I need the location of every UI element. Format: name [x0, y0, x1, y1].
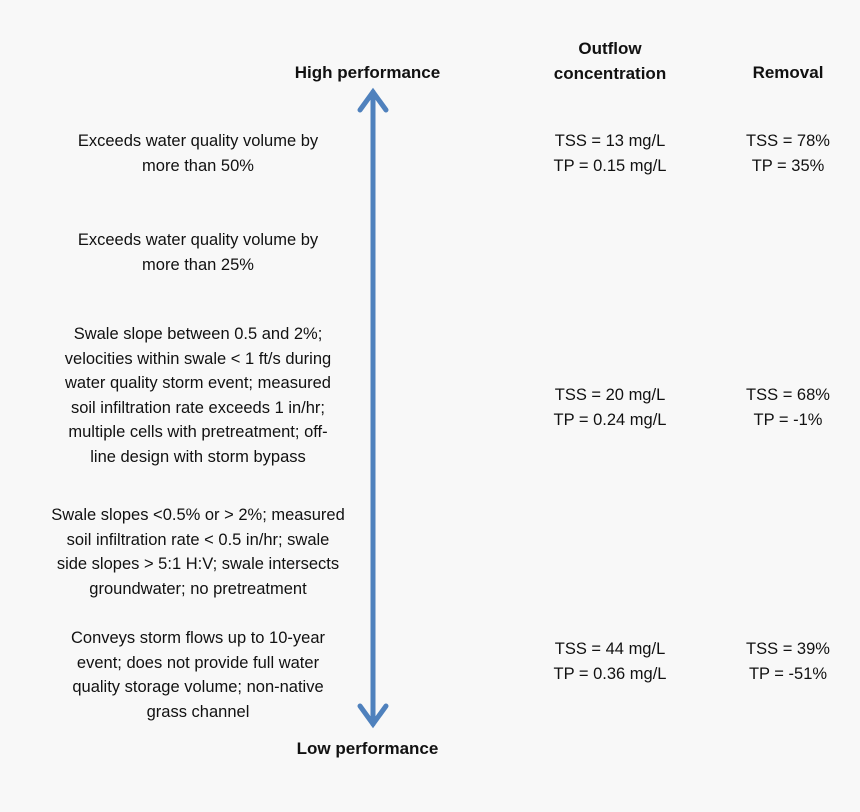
outflow-tss: TSS = 20 mg/L	[554, 386, 666, 404]
removal-tss: TSS = 68%	[746, 386, 830, 404]
desc-line: velocities within swale < 1 ft/s during	[64, 349, 332, 368]
performance-double-arrow	[357, 87, 389, 729]
removal-tss: TSS = 39%	[746, 640, 830, 658]
row-3-description: Swale slope between 0.5 and 2%; velociti…	[18, 322, 378, 469]
desc-line: quality storage volume; non-native	[72, 678, 324, 696]
row-3-removal: TSS = 68% TP = -1%	[718, 383, 858, 432]
desc-line: Exceeds water quality volume by	[77, 132, 319, 150]
outflow-header-line1: Outflow	[578, 39, 642, 58]
row-3-outflow: TSS = 20 mg/L TP = 0.24 mg/L	[520, 383, 700, 432]
desc-line: multiple cells with pretreatment; off-	[68, 423, 328, 441]
desc-line: water quality storm event; measured	[65, 374, 331, 392]
desc-line: groundwater; no pretreatment	[89, 579, 307, 598]
outflow-tss: TSS = 13 mg/L	[554, 132, 666, 150]
desc-line: more than 25%	[142, 255, 254, 274]
removal-tp: TP = -1%	[753, 410, 823, 429]
removal-header: Removal	[752, 63, 824, 82]
row-1-removal: TSS = 78% TP = 35%	[718, 129, 858, 178]
desc-line: Swale slope between 0.5 and 2%;	[73, 325, 323, 343]
high-performance-label: High performance	[294, 63, 441, 82]
outflow-header: Outflow concentration	[520, 36, 700, 86]
desc-line: more than 50%	[142, 156, 254, 175]
desc-line: soil infiltration rate exceeds 1 in/hr;	[70, 398, 326, 417]
desc-line: side slopes > 5:1 H:V; swale intersects	[56, 555, 340, 573]
outflow-tp: TP = 0.15 mg/L	[553, 156, 667, 175]
row-5-removal: TSS = 39% TP = -51%	[718, 637, 858, 686]
outflow-header-line2: concentration	[553, 64, 667, 83]
row-5-description: Conveys storm flows up to 10-year event;…	[18, 626, 378, 724]
row-5-outflow: TSS = 44 mg/L TP = 0.36 mg/L	[520, 637, 700, 686]
outflow-tp: TP = 0.36 mg/L	[553, 664, 667, 683]
outflow-tp: TP = 0.24 mg/L	[553, 410, 667, 429]
desc-line: Conveys storm flows up to 10-year	[70, 629, 326, 647]
outflow-tss: TSS = 44 mg/L	[554, 640, 666, 658]
removal-tp: TP = 35%	[751, 156, 825, 175]
removal-tp: TP = -51%	[748, 664, 828, 683]
low-performance-label: Low performance	[296, 739, 439, 758]
desc-line: Exceeds water quality volume by	[77, 231, 319, 249]
desc-line: soil infiltration rate < 0.5 in/hr; swal…	[66, 530, 330, 549]
removal-tss: TSS = 78%	[746, 132, 830, 150]
desc-line: event; does not provide full water	[76, 653, 320, 672]
desc-line: Swale slopes <0.5% or > 2%; measured	[51, 506, 345, 524]
desc-line: grass channel	[146, 702, 250, 721]
row-1-description: Exceeds water quality volume by more tha…	[18, 129, 378, 178]
row-4-description: Swale slopes <0.5% or > 2%; measured soi…	[18, 503, 378, 601]
desc-line: line design with storm bypass	[90, 447, 306, 466]
row-1-outflow: TSS = 13 mg/L TP = 0.15 mg/L	[520, 129, 700, 178]
row-2-description: Exceeds water quality volume by more tha…	[18, 228, 378, 277]
